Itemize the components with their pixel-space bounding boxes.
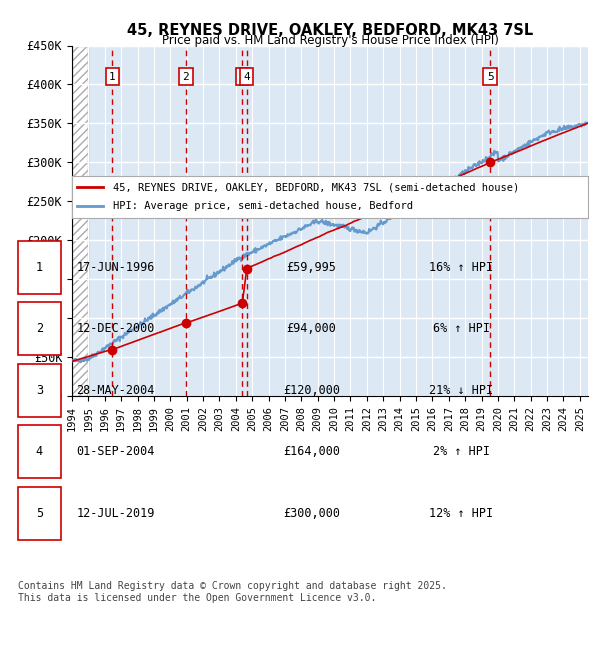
Text: HPI: Average price, semi-detached house, Bedford: HPI: Average price, semi-detached house,… — [113, 201, 413, 211]
FancyBboxPatch shape — [18, 302, 61, 355]
Text: 5: 5 — [487, 72, 494, 82]
Text: £120,000: £120,000 — [283, 384, 340, 396]
Text: 2: 2 — [36, 322, 43, 335]
Text: 45, REYNES DRIVE, OAKLEY, BEDFORD, MK43 7SL: 45, REYNES DRIVE, OAKLEY, BEDFORD, MK43 … — [127, 23, 533, 38]
Text: 3: 3 — [36, 384, 43, 396]
Text: 01-SEP-2004: 01-SEP-2004 — [76, 445, 155, 458]
Text: Price paid vs. HM Land Registry's House Price Index (HPI): Price paid vs. HM Land Registry's House … — [161, 34, 499, 47]
Text: 4: 4 — [36, 445, 43, 458]
Text: 21% ↓ HPI: 21% ↓ HPI — [429, 384, 493, 396]
Text: 1: 1 — [109, 72, 116, 82]
Text: 12-JUL-2019: 12-JUL-2019 — [76, 506, 155, 519]
Text: £59,995: £59,995 — [287, 261, 337, 274]
FancyBboxPatch shape — [18, 241, 61, 294]
Text: 16% ↑ HPI: 16% ↑ HPI — [429, 261, 493, 274]
Text: £300,000: £300,000 — [283, 506, 340, 519]
Text: 28-MAY-2004: 28-MAY-2004 — [76, 384, 155, 396]
Text: Contains HM Land Registry data © Crown copyright and database right 2025.
This d: Contains HM Land Registry data © Crown c… — [18, 581, 446, 603]
Text: 17-JUN-1996: 17-JUN-1996 — [76, 261, 155, 274]
Text: 12-DEC-2000: 12-DEC-2000 — [76, 322, 155, 335]
Text: 4: 4 — [244, 72, 250, 82]
FancyBboxPatch shape — [18, 425, 61, 478]
Text: £164,000: £164,000 — [283, 445, 340, 458]
FancyBboxPatch shape — [18, 487, 61, 540]
Text: 45, REYNES DRIVE, OAKLEY, BEDFORD, MK43 7SL (semi-detached house): 45, REYNES DRIVE, OAKLEY, BEDFORD, MK43 … — [113, 183, 520, 192]
Text: 3: 3 — [239, 72, 246, 82]
Bar — [72, 46, 88, 396]
FancyBboxPatch shape — [18, 364, 61, 417]
Text: 5: 5 — [36, 506, 43, 519]
Text: £94,000: £94,000 — [287, 322, 337, 335]
Text: 12% ↑ HPI: 12% ↑ HPI — [429, 506, 493, 519]
Text: 1: 1 — [36, 261, 43, 274]
Text: 6% ↑ HPI: 6% ↑ HPI — [433, 322, 490, 335]
Text: 2: 2 — [182, 72, 189, 82]
Text: 2% ↑ HPI: 2% ↑ HPI — [433, 445, 490, 458]
